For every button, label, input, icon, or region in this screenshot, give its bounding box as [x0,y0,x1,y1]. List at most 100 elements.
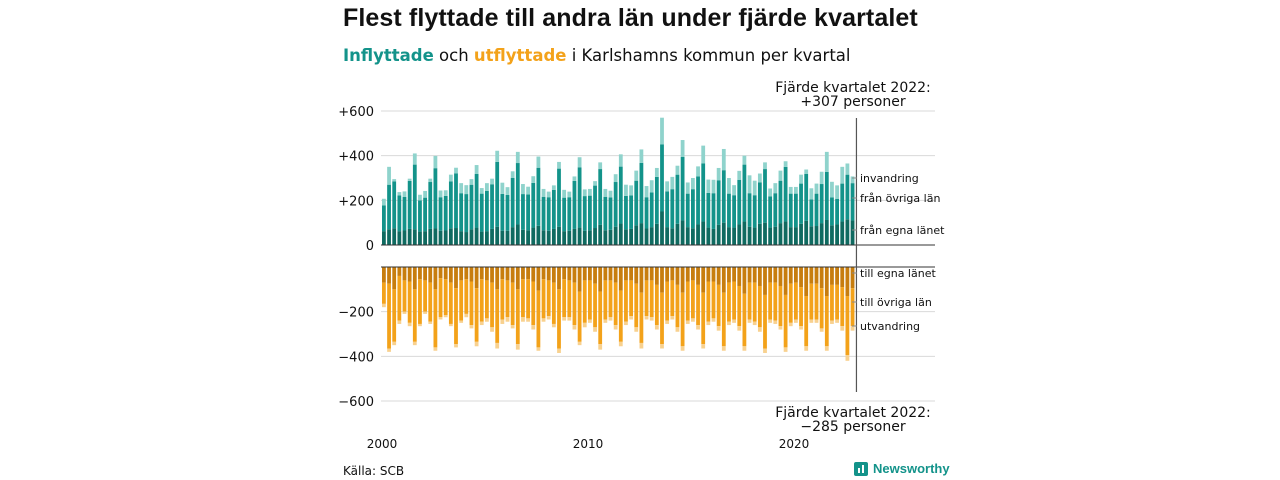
bar-out-other [624,280,628,322]
bar-out-emigration [459,320,464,323]
bar-out-other [598,291,603,345]
bar-in-other [387,184,391,230]
bar-out-local [706,267,711,282]
bar-in-other [716,180,721,225]
bar-out-emigration [778,326,783,330]
bar-in-immigration [778,170,783,181]
bar-out-emigration [747,319,752,323]
bar-in-local [551,228,556,245]
bar-out-emigration [716,326,721,331]
bar-in-other [680,156,685,221]
bar-out-local [660,267,664,293]
bar-in-other [557,168,561,227]
bar-out-other [814,283,819,320]
bar-in-other [572,180,577,229]
bar-in-other [691,189,695,229]
bar-in-local [675,223,680,245]
bar-out-local [598,267,603,292]
bar-out-emigration [500,319,505,324]
bar-out-other [768,282,773,320]
bar-in-local [794,227,798,245]
bar-out-local [691,267,695,281]
bar-out-emigration [557,348,561,353]
bar-in-local [577,227,582,245]
bar-out-local [490,267,494,283]
bar-out-other [448,282,453,324]
bar-in-immigration [392,179,397,182]
bar-in-local [423,231,427,245]
bar-in-immigration [428,178,433,183]
bar-out-other [783,294,788,348]
bar-out-emigration [737,326,742,331]
bar-out-other [505,280,510,318]
bar-in-immigration [402,191,407,197]
bar-in-immigration [711,179,716,194]
bar-out-local [526,267,530,280]
bar-in-immigration [454,167,458,174]
bar-in-immigration [412,153,417,165]
bar-in-local [835,224,839,245]
bar-in-other [845,174,850,220]
bar-in-other [819,184,824,224]
bar-in-immigration [459,183,464,194]
bar-out-local [757,267,762,286]
bar-out-other [438,278,443,318]
bar-in-other [515,163,520,225]
bar-out-local [582,267,587,281]
bar-in-local [603,230,608,245]
bar-in-local [438,230,443,245]
bar-out-other [727,282,731,322]
bar-out-emigration [598,344,603,350]
bar-in-other [567,197,572,231]
bar-out-local [685,267,690,282]
bar-in-other [634,180,639,226]
bar-in-local [624,229,628,245]
bar-out-emigration [495,342,500,349]
bar-out-local [644,267,649,281]
bar-in-other [407,180,412,229]
bar-out-emigration [799,326,803,330]
bar-in-immigration [639,149,644,163]
bar-in-immigration [598,162,603,170]
bar-in-immigration [670,176,675,190]
bar-in-immigration [757,173,762,183]
bar-in-other [382,205,386,232]
bar-in-local [428,228,433,245]
bar-in-local [778,223,783,245]
bar-in-other [644,197,649,229]
bar-out-emigration [680,346,685,351]
bar-out-emigration [691,318,695,322]
bar-out-local [459,267,464,281]
bar-out-local [588,267,592,281]
bar-out-other [835,284,839,320]
bar-out-local [830,267,834,285]
bar-out-other [469,281,474,326]
bar-in-local [521,229,525,245]
bar-out-emigration [845,355,850,361]
bar-in-other [809,199,814,227]
bar-in-immigration [613,174,618,183]
bar-in-local [809,226,814,245]
bar-in-immigration [644,186,649,198]
bar-out-other [799,287,803,327]
bar-out-other [536,290,541,348]
bar-in-local [757,223,762,245]
y-tick-label: −400 [338,350,374,365]
bar-in-local [665,227,670,245]
bar-out-other [582,280,587,323]
bar-out-emigration [546,316,551,320]
bar-in-other [562,197,567,232]
bar-out-local [639,267,644,293]
bar-out-emigration [402,311,407,314]
bar-in-local [505,230,510,245]
bar-in-local [824,219,829,245]
bar-out-other [392,289,397,342]
bar-out-local [397,267,402,276]
bar-in-immigration [783,161,788,167]
bar-in-local [531,227,536,245]
bar-out-local [763,267,767,295]
bar-out-other [629,280,633,317]
bar-in-local [392,228,397,245]
bar-out-emigration [696,325,700,330]
bar-out-other [531,281,536,326]
